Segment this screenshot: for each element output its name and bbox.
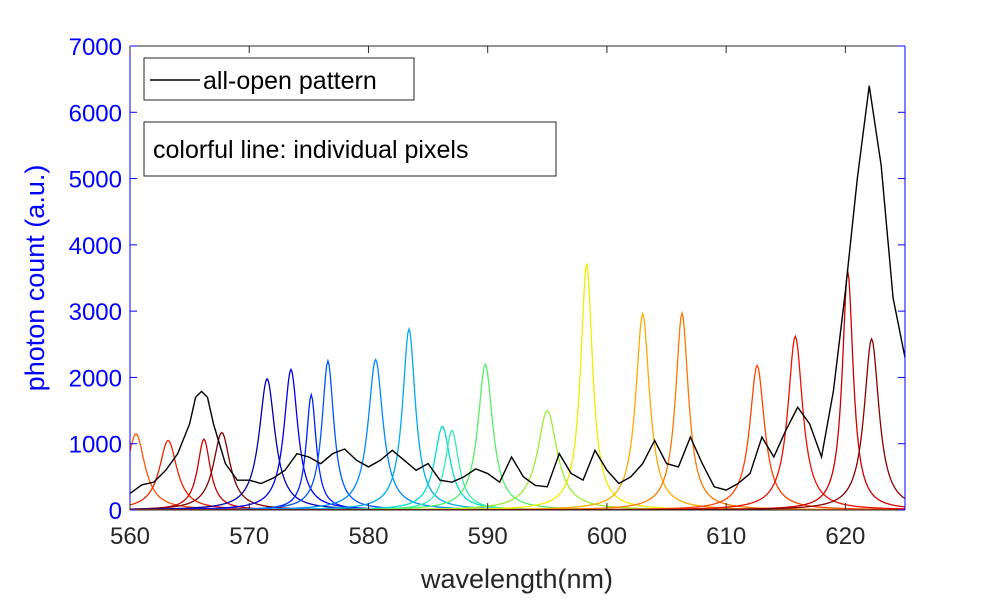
y-tick-label: 1000 [69, 432, 122, 459]
y-tick-label: 2000 [69, 365, 122, 392]
axes-layer [129, 45, 906, 511]
x-tick-label: 600 [587, 523, 627, 550]
x-tick-label: 570 [229, 523, 269, 550]
ticks-layer: 560 570 580 590 600 610 620 0 1000 2000 3000 4000 50… [69, 34, 905, 550]
x-tick-label: 610 [706, 523, 746, 550]
series-line-all-open [130, 85, 905, 494]
annotation-box: colorful line: individual pixels [143, 121, 557, 177]
y-tick-label: 3000 [69, 299, 122, 326]
x-tick-label: 620 [825, 523, 865, 550]
x-tick-label: 560 [110, 523, 150, 550]
y-tick-label: 5000 [69, 167, 122, 194]
legend: all-open pattern [143, 57, 415, 101]
x-axis-label: wavelength(nm) [420, 564, 613, 594]
y-tick-label: 6000 [69, 100, 122, 127]
x-tick-label: 590 [468, 523, 508, 550]
plot-area [130, 46, 905, 510]
annotation-frame [143, 121, 557, 177]
legend-box [143, 57, 415, 101]
y-tick-label: 7000 [69, 34, 122, 61]
y-axis-label: photon count (a.u.) [20, 165, 50, 392]
y-tick-label: 0 [109, 498, 122, 525]
y-tick-label: 4000 [69, 233, 122, 260]
x-tick-label: 580 [348, 523, 388, 550]
legend-entry-all-open: all-open pattern [203, 67, 377, 95]
annotation-text: colorful line: individual pixels [153, 136, 468, 164]
